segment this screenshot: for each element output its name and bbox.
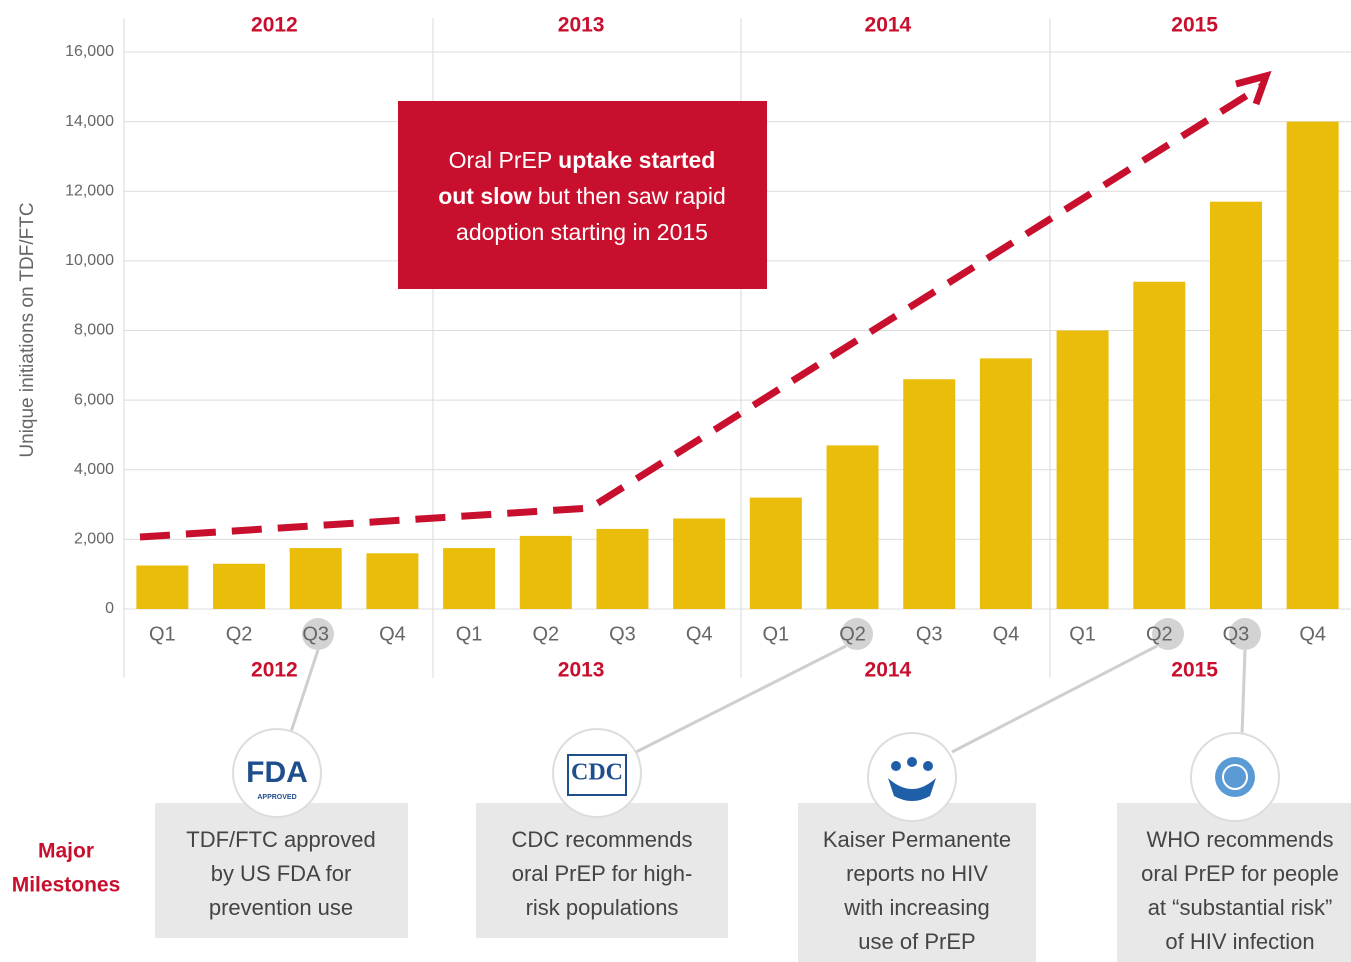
bar — [826, 445, 879, 609]
bar — [136, 565, 189, 609]
milestone-text: with increasing — [843, 895, 990, 920]
y-tick-label: 16,000 — [65, 43, 114, 60]
bar — [1286, 121, 1339, 609]
milestone-text: Kaiser Permanente — [823, 827, 1011, 852]
year-label-top: 2015 — [1171, 14, 1218, 37]
x-tick-label: Q1 — [456, 623, 483, 645]
y-tick-label: 2,000 — [74, 531, 114, 548]
year-label-bottom: 2014 — [865, 659, 912, 682]
bar — [213, 563, 266, 609]
milestone-text: prevention use — [209, 895, 353, 920]
year-label-top: 2013 — [558, 14, 605, 37]
x-tick-label: Q4 — [379, 623, 406, 645]
milestone-text: by US FDA for — [211, 861, 352, 886]
year-label-bottom: 2012 — [251, 659, 298, 682]
annotation-line: out slow but then saw rapid — [438, 183, 726, 209]
y-tick-label: 10,000 — [65, 252, 114, 269]
annotation-box — [398, 101, 767, 289]
x-tick-label: Q2 — [532, 623, 559, 645]
logo-text: FDA — [246, 756, 308, 789]
milestone-text: TDF/FTC approved — [186, 827, 376, 852]
milestone-text: at “substantial risk” — [1148, 895, 1333, 920]
y-tick-label: 14,000 — [65, 113, 114, 130]
milestone-text: WHO recommends — [1146, 827, 1333, 852]
milestone-text: of HIV infection — [1165, 929, 1314, 954]
bar — [366, 553, 419, 609]
annotation-text: uptake started — [558, 147, 715, 173]
bar — [443, 548, 496, 609]
year-label-bottom: 2015 — [1171, 659, 1218, 682]
trend-arrow — [139, 83, 1264, 541]
milestone-text: CDC recommends — [512, 827, 693, 852]
x-tick-label: Q1 — [149, 623, 176, 645]
annotation-text: but then saw rapid — [531, 183, 725, 209]
milestone-text: oral PrEP for people — [1141, 861, 1339, 886]
x-tick-label: Q2 — [226, 623, 253, 645]
bar — [979, 358, 1032, 609]
y-tick-label: 8,000 — [74, 322, 114, 339]
x-tick-label: Q1 — [1069, 623, 1096, 645]
y-tick-label: 6,000 — [74, 391, 114, 408]
bar — [1056, 330, 1109, 609]
milestone-text: reports no HIV — [846, 861, 988, 886]
annotation-line: Oral PrEP uptake started — [449, 147, 716, 173]
highlights — [302, 618, 1261, 650]
annotation-text: adoption starting in 2015 — [456, 219, 708, 245]
annotation-text: Oral PrEP — [449, 147, 559, 173]
bar — [903, 379, 956, 609]
year-label-top: 2012 — [251, 14, 298, 37]
year-label-bottom: 2013 — [558, 659, 605, 682]
milestone-shapes — [155, 728, 1351, 962]
x-tick-label: Q4 — [686, 623, 713, 645]
x-tick-label: Q3 — [302, 623, 329, 645]
y-tick-label: 0 — [105, 600, 114, 617]
bar — [749, 497, 802, 609]
x-tick-label: Q3 — [1223, 623, 1250, 645]
x-tick-label: Q4 — [1299, 623, 1326, 645]
bar — [519, 535, 572, 609]
y-axis-label: Unique initiations on TDF/FTC — [17, 202, 38, 457]
bar — [673, 518, 726, 609]
x-tick-label: Q4 — [993, 623, 1020, 645]
annotation-text: out slow — [438, 183, 531, 209]
x-tick-label: Q3 — [609, 623, 636, 645]
logo-text: CDC — [571, 760, 623, 786]
logo-text: APPROVED — [257, 794, 296, 801]
arrow-head — [1235, 70, 1272, 106]
milestone-text: risk populations — [526, 895, 679, 920]
x-tick-label: Q3 — [916, 623, 943, 645]
x-tick-label: Q2 — [1146, 623, 1173, 645]
year-label-top: 2014 — [865, 14, 912, 37]
bar — [1209, 201, 1262, 609]
y-tick-label: 4,000 — [74, 461, 114, 478]
milestone-text: use of PrEP — [858, 929, 975, 954]
bar — [1133, 281, 1186, 609]
bar — [289, 548, 342, 609]
milestones-title: Milestones — [12, 874, 121, 897]
y-tick-label: 12,000 — [65, 182, 114, 199]
milestone-text: oral PrEP for high- — [512, 861, 693, 886]
annotation-line: adoption starting in 2015 — [456, 219, 708, 245]
x-tick-label: Q2 — [839, 623, 866, 645]
connectors — [288, 644, 1247, 754]
bar — [596, 528, 649, 609]
milestones-title: Major — [38, 840, 94, 863]
x-tick-label: Q1 — [763, 623, 790, 645]
